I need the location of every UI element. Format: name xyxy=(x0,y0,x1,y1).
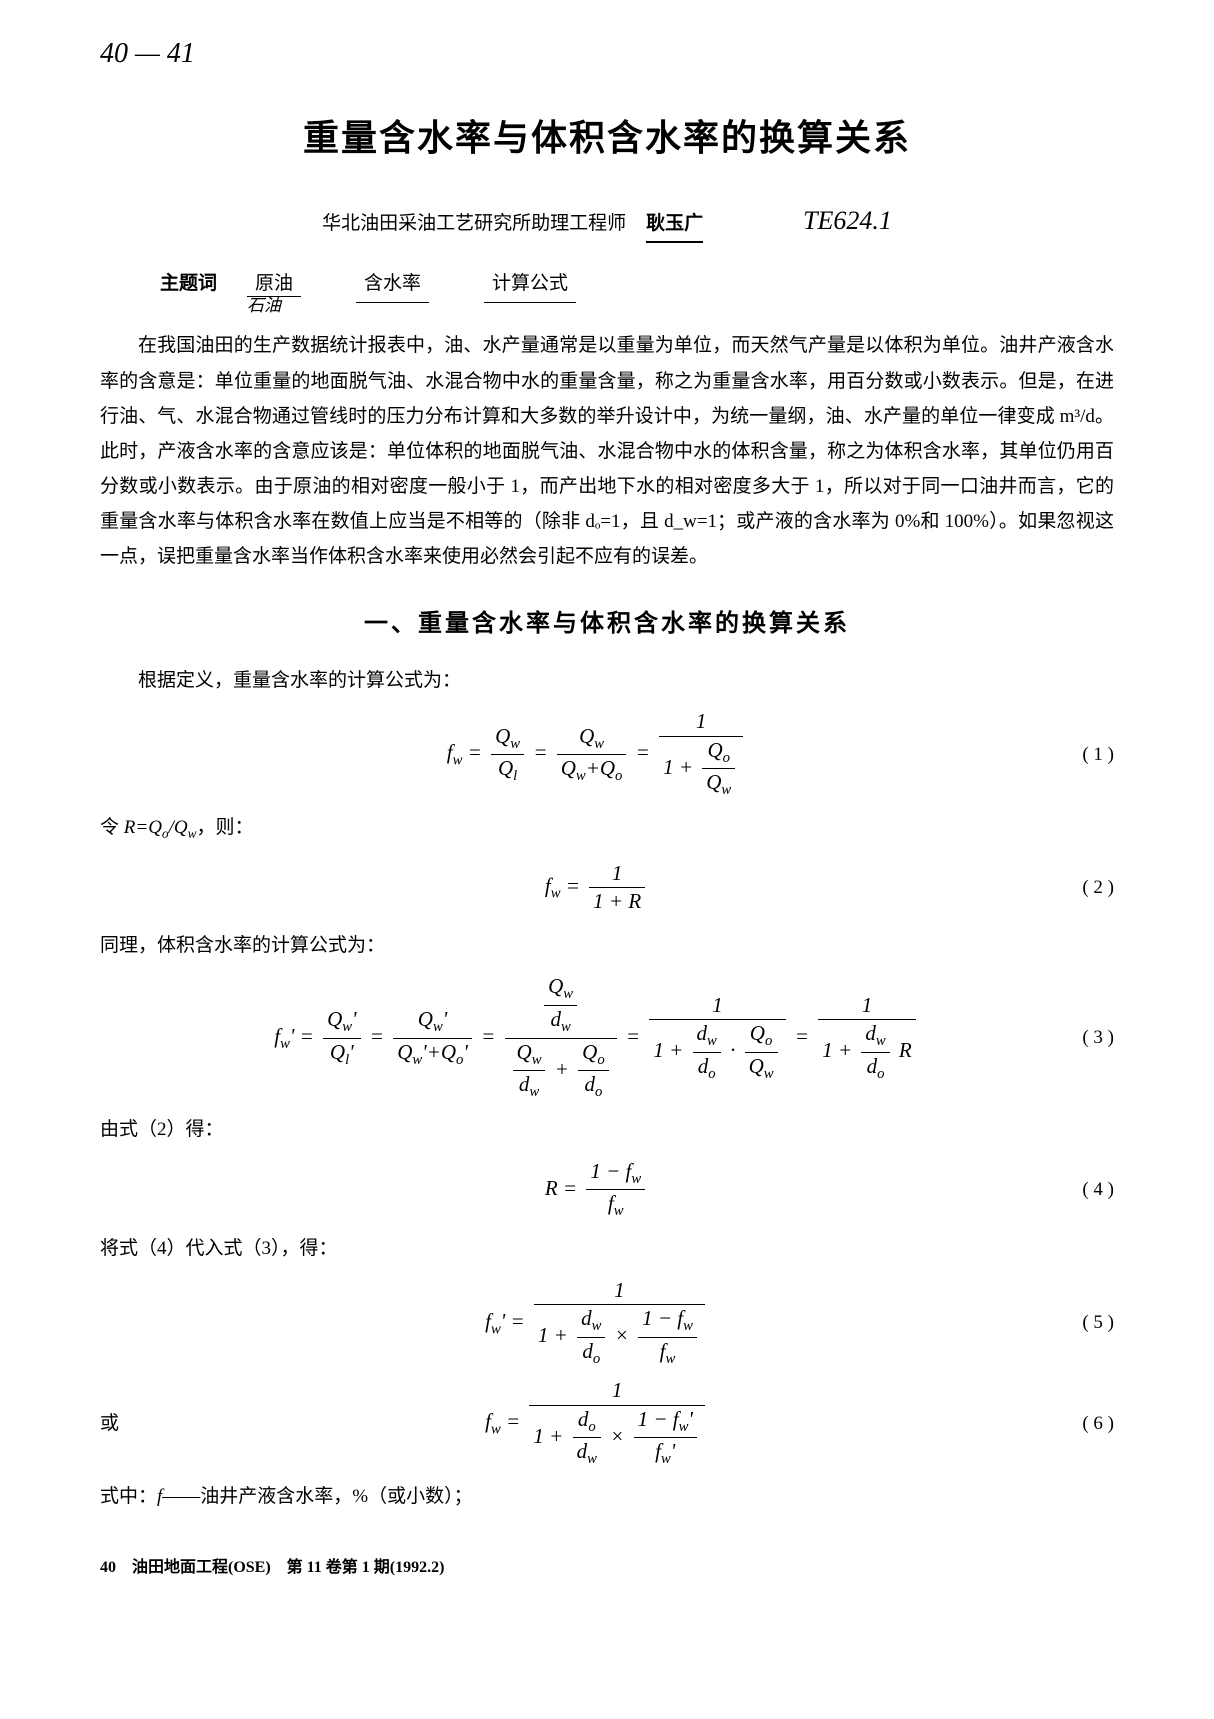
keywords-row: 主题词 原油 石油 含水率 计算公式 xyxy=(160,268,1114,303)
keyword-3: 计算公式 xyxy=(484,268,576,303)
author-affiliation: 华北油田采油工艺研究所助理工程师 xyxy=(322,208,626,240)
equation-3-number: ( 3 ) xyxy=(1014,1022,1114,1054)
equation-4-number: ( 4 ) xyxy=(1014,1174,1114,1206)
classification-code: TE624.1 xyxy=(803,199,892,243)
text-let-r-content: 令 R=Qo/Qw，则： xyxy=(100,817,253,838)
text-from-eq2: 由式（2）得： xyxy=(100,1114,1114,1146)
equation-6-row: 或 fw = 1 1 + dodw × 1 − fw'fw' ( 6 ) xyxy=(100,1378,1114,1469)
text-let-r: 令 R=Qo/Qw，则： xyxy=(100,812,1114,845)
intro-paragraph: 在我国油田的生产数据统计报表中，油、水产量通常是以重量为单位，而天然气产量是以体… xyxy=(100,328,1114,574)
equation-6: fw = 1 1 + dodw × 1 − fw'fw' xyxy=(180,1378,1014,1469)
text-definition-1: 根据定义，重量含水率的计算公式为： xyxy=(100,665,1114,697)
equation-2: fw = 11 + R xyxy=(180,861,1014,914)
equation-4: R = 1 − fwfw xyxy=(180,1159,1014,1222)
section-1-heading: 一、重量含水率与体积含水率的换算关系 xyxy=(100,604,1114,645)
page-footer: 40 油田地面工程(OSE) 第 11 卷第 1 期(1992.2) xyxy=(100,1554,1114,1581)
text-definition-2: 同理，体积含水率的计算公式为： xyxy=(100,930,1114,962)
equation-2-row: fw = 11 + R ( 2 ) xyxy=(100,858,1114,918)
equation-6-number: ( 6 ) xyxy=(1014,1408,1114,1440)
article-title: 重量含水率与体积含水率的换算关系 xyxy=(100,108,1114,169)
equation-4-row: R = 1 − fwfw ( 4 ) xyxy=(100,1159,1114,1222)
equation-1-row: fw = QwQl = QwQw+Qo = 11 + QoQw ( 1 ) xyxy=(100,709,1114,800)
keyword-2: 含水率 xyxy=(356,268,429,303)
equation-5-row: fw' = 1 1 + dwdo × 1 − fwfw ( 5 ) xyxy=(100,1278,1114,1369)
equation-5: fw' = 1 1 + dwdo × 1 − fwfw xyxy=(180,1278,1014,1369)
handwritten-pagination: 40 — 41 xyxy=(100,30,1114,78)
equation-3: fw' = Qw'Ql' = Qw'Qw'+Qo' = Qwdw Qwdw + … xyxy=(180,974,1014,1102)
equation-1-number: ( 1 ) xyxy=(1014,739,1114,771)
or-label: 或 xyxy=(100,1408,180,1440)
author-line: 华北油田采油工艺研究所助理工程师 耿玉广 TE624.1 xyxy=(100,199,1114,243)
equation-1: fw = QwQl = QwQw+Qo = 11 + QoQw xyxy=(180,709,1014,800)
equation-2-number: ( 2 ) xyxy=(1014,872,1114,904)
keyword-group-1: 原油 石油 xyxy=(247,268,326,300)
keywords-label: 主题词 xyxy=(160,268,217,300)
text-where-clause: 式中：f——油井产液含水率，%（或小数）； xyxy=(100,1481,1114,1513)
equation-5-number: ( 5 ) xyxy=(1014,1307,1114,1339)
keyword-1-annotation: 石油 xyxy=(247,292,281,321)
equation-3-row: fw' = Qw'Ql' = Qw'Qw'+Qo' = Qwdw Qwdw + … xyxy=(100,974,1114,1102)
author-name: 耿玉广 xyxy=(646,208,703,243)
text-substitute: 将式（4）代入式（3），得： xyxy=(100,1233,1114,1265)
